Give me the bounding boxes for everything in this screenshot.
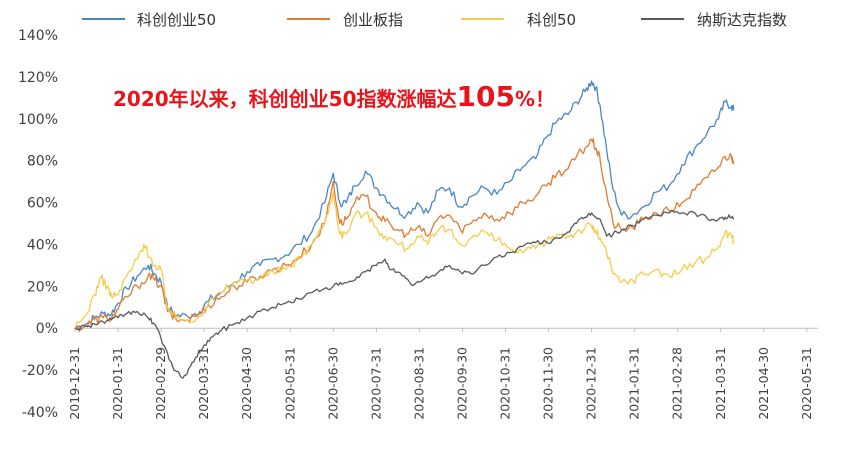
- annotation-prefix: 2020年以来，科创创业50指数涨幅达: [113, 87, 457, 111]
- x-axis: 2019-12-31 2020-01-31 2020-02-29 2020-03-31…: [67, 327, 818, 420]
- x-tick-label: 2020-09-30: [454, 347, 469, 420]
- x-tick-label: 2020-02-29: [153, 347, 168, 420]
- series-line: [74, 191, 735, 329]
- legend: 科创创业50 创业板指 科创50 纳斯达克指数: [82, 11, 787, 29]
- x-tick-label: 2020-10-31: [498, 347, 513, 420]
- x-tick-label: 2021-02-28: [670, 347, 685, 420]
- x-tick-label: 2021-03-31: [713, 347, 728, 420]
- y-tick-label: -40%: [22, 405, 58, 421]
- series-line: [74, 80, 735, 330]
- x-tick-label: 2019-12-31: [67, 347, 82, 420]
- plot-area: [74, 80, 735, 379]
- x-tick-label: 2021-04-30: [756, 347, 771, 420]
- legend-label: 科创创业50: [137, 11, 216, 29]
- x-tick-label: 2021-01-31: [627, 347, 642, 420]
- y-tick-label: 20%: [27, 279, 58, 295]
- x-tick-label: 2020-05-31: [799, 347, 814, 420]
- y-tick-label: 120%: [18, 70, 58, 86]
- x-tick-label: 2020-12-31: [584, 347, 599, 420]
- y-tick-label: 100%: [18, 112, 58, 128]
- series-line: [74, 209, 735, 379]
- x-tick-label: 2020-08-31: [411, 347, 426, 420]
- legend-label: 纳斯达克指数: [697, 11, 787, 29]
- y-tick-label: 60%: [27, 196, 58, 212]
- x-tick-label: 2020-06-30: [325, 347, 340, 420]
- x-tick-label: 2020-05-31: [282, 347, 297, 420]
- chart-annotation: 2020年以来，科创创业50指数涨幅达105%！: [113, 80, 555, 113]
- annotation-suffix: %！: [515, 87, 555, 111]
- annotation-value: 105: [457, 80, 515, 113]
- y-tick-label: -20%: [22, 363, 58, 379]
- y-tick-label: 140%: [18, 28, 58, 44]
- y-tick-label: 80%: [27, 154, 58, 170]
- series-line: [74, 137, 735, 333]
- x-tick-label: 2020-04-30: [239, 347, 254, 420]
- x-tick-label: 2020-01-31: [110, 347, 125, 420]
- x-tick-label: 2020-07-31: [368, 347, 383, 420]
- legend-label: 创业板指: [343, 11, 403, 29]
- x-tick-label: 2020-11-30: [541, 347, 556, 420]
- y-tick-label: 40%: [27, 237, 58, 253]
- x-tick-label: 2020-03-31: [196, 347, 211, 420]
- y-tick-label: 0%: [36, 321, 58, 337]
- legend-label: 科创50: [527, 11, 576, 29]
- y-axis: 140% 120% 100% 80% 60% 40% 20% 0% -20% -40%: [18, 28, 58, 421]
